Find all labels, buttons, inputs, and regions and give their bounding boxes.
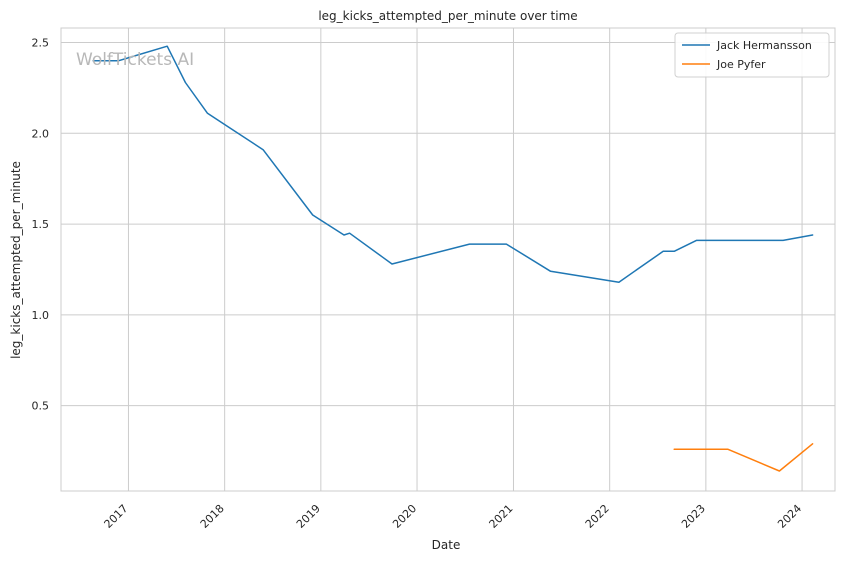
y-tick-label: 1.5 [32, 218, 50, 231]
x-tick-label: 2023 [679, 502, 708, 531]
y-tick-label: 1.0 [32, 309, 50, 322]
y-tick-label: 0.5 [32, 400, 50, 413]
x-tick-label: 2017 [102, 502, 131, 531]
x-axis-label: Date [432, 538, 461, 552]
x-tick-label: 2021 [487, 502, 516, 531]
y-tick-label: 2.0 [32, 127, 50, 140]
legend-box [674, 32, 830, 78]
legend: Jack Hermansson Joe Pyfer [674, 32, 830, 78]
x-tick-label: 2020 [390, 502, 419, 531]
x-tick-label: 2018 [198, 502, 227, 531]
y-tick-label: 2.5 [32, 37, 50, 50]
x-tick-label: 2024 [775, 502, 804, 531]
legend-label-joe-pyfer: Joe Pyfer [716, 58, 766, 71]
chart-title: leg_kicks_attempted_per_minute over time [318, 9, 577, 23]
y-axis-label: leg_kicks_attempted_per_minute [9, 161, 23, 359]
plot-area [60, 27, 836, 492]
x-tick-label: 2019 [294, 502, 323, 531]
x-tick-label: 2022 [583, 502, 612, 531]
series-line-joe-pyfer [673, 443, 814, 472]
series-line-jack-hermansson [92, 45, 814, 283]
legend-label-jack-hermansson: Jack Hermansson [716, 39, 812, 52]
y-tick-labels: 0.5 1.0 1.5 2.0 2.5 [32, 37, 50, 413]
x-tick-labels: 2017 2018 2019 2020 2021 2022 2023 2024 [102, 502, 805, 531]
series-layer [92, 45, 814, 472]
watermark: WolfTickets AI [76, 50, 194, 70]
